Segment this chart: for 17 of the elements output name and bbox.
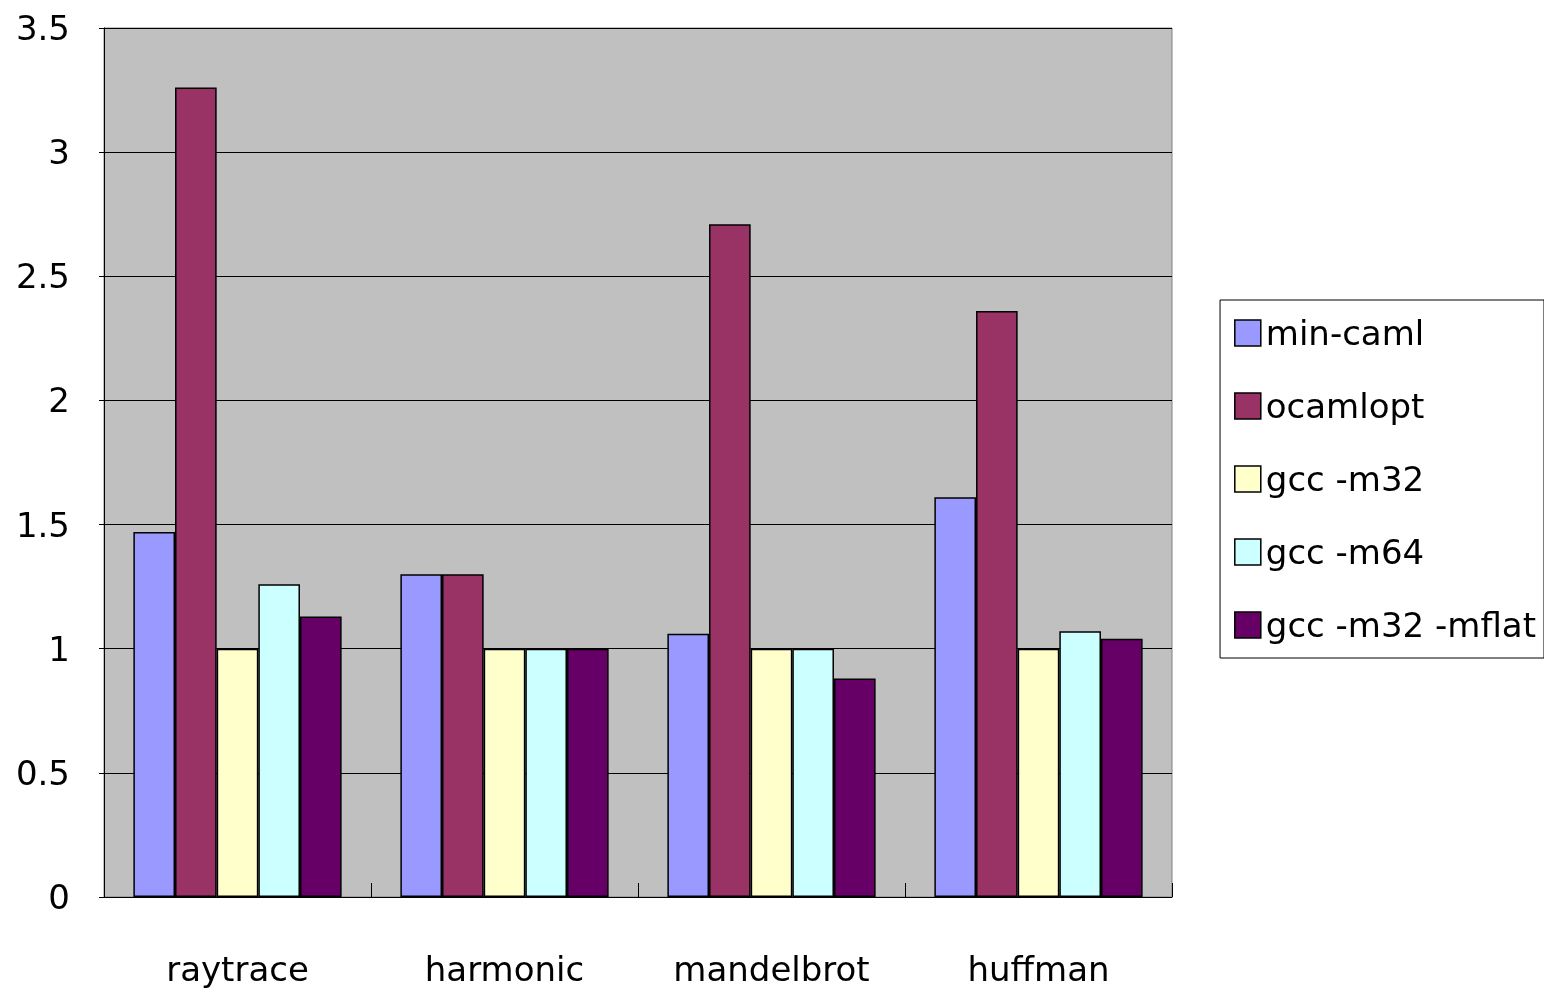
x-tick-label: raytrace — [166, 949, 309, 989]
y-tick-label: 1 — [48, 628, 70, 669]
legend-label: gcc -m64 — [1265, 532, 1425, 572]
y-tick-label: 0.5 — [15, 752, 70, 793]
legend-label: ocamlopt — [1265, 386, 1425, 426]
y-tick-label: 0 — [48, 877, 70, 917]
y-tick-label: 2.5 — [15, 256, 70, 297]
legend-label: gcc -m32 — [1265, 459, 1425, 499]
x-tick-label: mandelbrot — [673, 949, 870, 989]
legend-label: gcc -m32 -mflat — [1265, 605, 1537, 645]
y-tick-label: 1.5 — [15, 504, 70, 545]
y-tick-label: 3 — [48, 132, 70, 173]
legend-label: min-caml — [1265, 313, 1425, 353]
x-tick-label: huffman — [967, 949, 1110, 989]
x-tick-label: harmonic — [424, 949, 585, 989]
y-tick-label: 2 — [48, 380, 70, 421]
y-tick-label: 3.5 — [15, 8, 70, 48]
